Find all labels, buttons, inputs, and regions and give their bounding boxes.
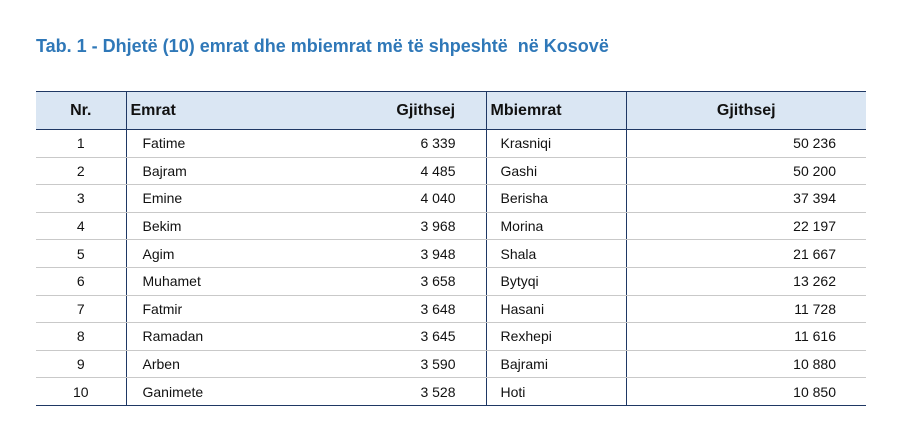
header-gjithsej-emrat: Gjithsej	[266, 91, 486, 130]
row-number: 10	[36, 377, 126, 406]
first-name: Emine	[125, 184, 266, 213]
first-name: Fatime	[125, 129, 266, 158]
header-gjithsej-mbiemrat: Gjithsej	[625, 91, 866, 130]
header-nr: Nr.	[36, 91, 126, 130]
table-row: 10 Ganimete 3 528 Hoti 10 850	[36, 377, 866, 406]
header-mbiemrat: Mbiemrat	[485, 91, 626, 130]
names-table: Nr. Emrat Gjithsej Mbiemrat Gjithsej 1 F…	[36, 91, 866, 406]
table-row: 7 Fatmir 3 648 Hasani 11 728	[36, 295, 866, 324]
first-name-total: 4 485	[266, 157, 486, 186]
surname: Krasniqi	[485, 129, 626, 158]
surname-total: 37 394	[625, 184, 866, 213]
surname: Bytyqi	[485, 267, 626, 296]
surname-total: 22 197	[625, 212, 866, 241]
surname-total: 10 880	[625, 350, 866, 379]
first-name: Ramadan	[125, 322, 266, 351]
row-number: 6	[36, 267, 126, 296]
surname-total: 13 262	[625, 267, 866, 296]
first-name: Muhamet	[125, 267, 266, 296]
first-name-total: 3 645	[266, 322, 486, 351]
table-row: 5 Agim 3 948 Shala 21 667	[36, 239, 866, 268]
first-name: Agim	[125, 239, 266, 268]
row-number: 1	[36, 129, 126, 158]
row-number: 5	[36, 239, 126, 268]
row-number: 4	[36, 212, 126, 241]
table-row: 3 Emine 4 040 Berisha 37 394	[36, 184, 866, 213]
first-name-total: 3 968	[266, 212, 486, 241]
header-row: Nr. Emrat Gjithsej Mbiemrat Gjithsej	[36, 91, 866, 130]
surname-total: 21 667	[625, 239, 866, 268]
table-row: 1 Fatime 6 339 Krasniqi 50 236	[36, 129, 866, 158]
table-row: 6 Muhamet 3 658 Bytyqi 13 262	[36, 267, 866, 296]
surname-total: 11 728	[625, 295, 866, 324]
row-number: 7	[36, 295, 126, 324]
surname: Berisha	[485, 184, 626, 213]
table-header: Nr. Emrat Gjithsej Mbiemrat Gjithsej	[36, 91, 866, 130]
first-name-total: 3 590	[266, 350, 486, 379]
row-number: 9	[36, 350, 126, 379]
first-name-total: 3 648	[266, 295, 486, 324]
surname: Morina	[485, 212, 626, 241]
surname: Shala	[485, 239, 626, 268]
first-name: Fatmir	[125, 295, 266, 324]
surname: Hasani	[485, 295, 626, 324]
header-emrat: Emrat	[125, 91, 266, 130]
surname: Rexhepi	[485, 322, 626, 351]
first-name: Bajram	[125, 157, 266, 186]
surname: Bajrami	[485, 350, 626, 379]
surname-total: 11 616	[625, 322, 866, 351]
row-number: 3	[36, 184, 126, 213]
table-title: Tab. 1 - Dhjetë (10) emrat dhe mbiemrat …	[36, 36, 609, 56]
table-row: 8 Ramadan 3 645 Rexhepi 11 616	[36, 322, 866, 351]
first-name-total: 6 339	[266, 129, 486, 158]
row-number: 8	[36, 322, 126, 351]
table-row: 4 Bekim 3 968 Morina 22 197	[36, 212, 866, 241]
table-row: 2 Bajram 4 485 Gashi 50 200	[36, 157, 866, 186]
first-name-total: 3 948	[266, 239, 486, 268]
surname-total: 50 200	[625, 157, 866, 186]
surname-total: 50 236	[625, 129, 866, 158]
surname: Hoti	[485, 377, 626, 406]
surname: Gashi	[485, 157, 626, 186]
first-name-total: 3 658	[266, 267, 486, 296]
first-name-total: 3 528	[266, 377, 486, 406]
table-body: 1 Fatime 6 339 Krasniqi 50 236 2 Bajram …	[36, 129, 866, 406]
first-name: Arben	[125, 350, 266, 379]
first-name: Bekim	[125, 212, 266, 241]
table-row: 9 Arben 3 590 Bajrami 10 880	[36, 350, 866, 379]
first-name: Ganimete	[125, 377, 266, 406]
row-number: 2	[36, 157, 126, 186]
surname-total: 10 850	[625, 377, 866, 406]
first-name-total: 4 040	[266, 184, 486, 213]
